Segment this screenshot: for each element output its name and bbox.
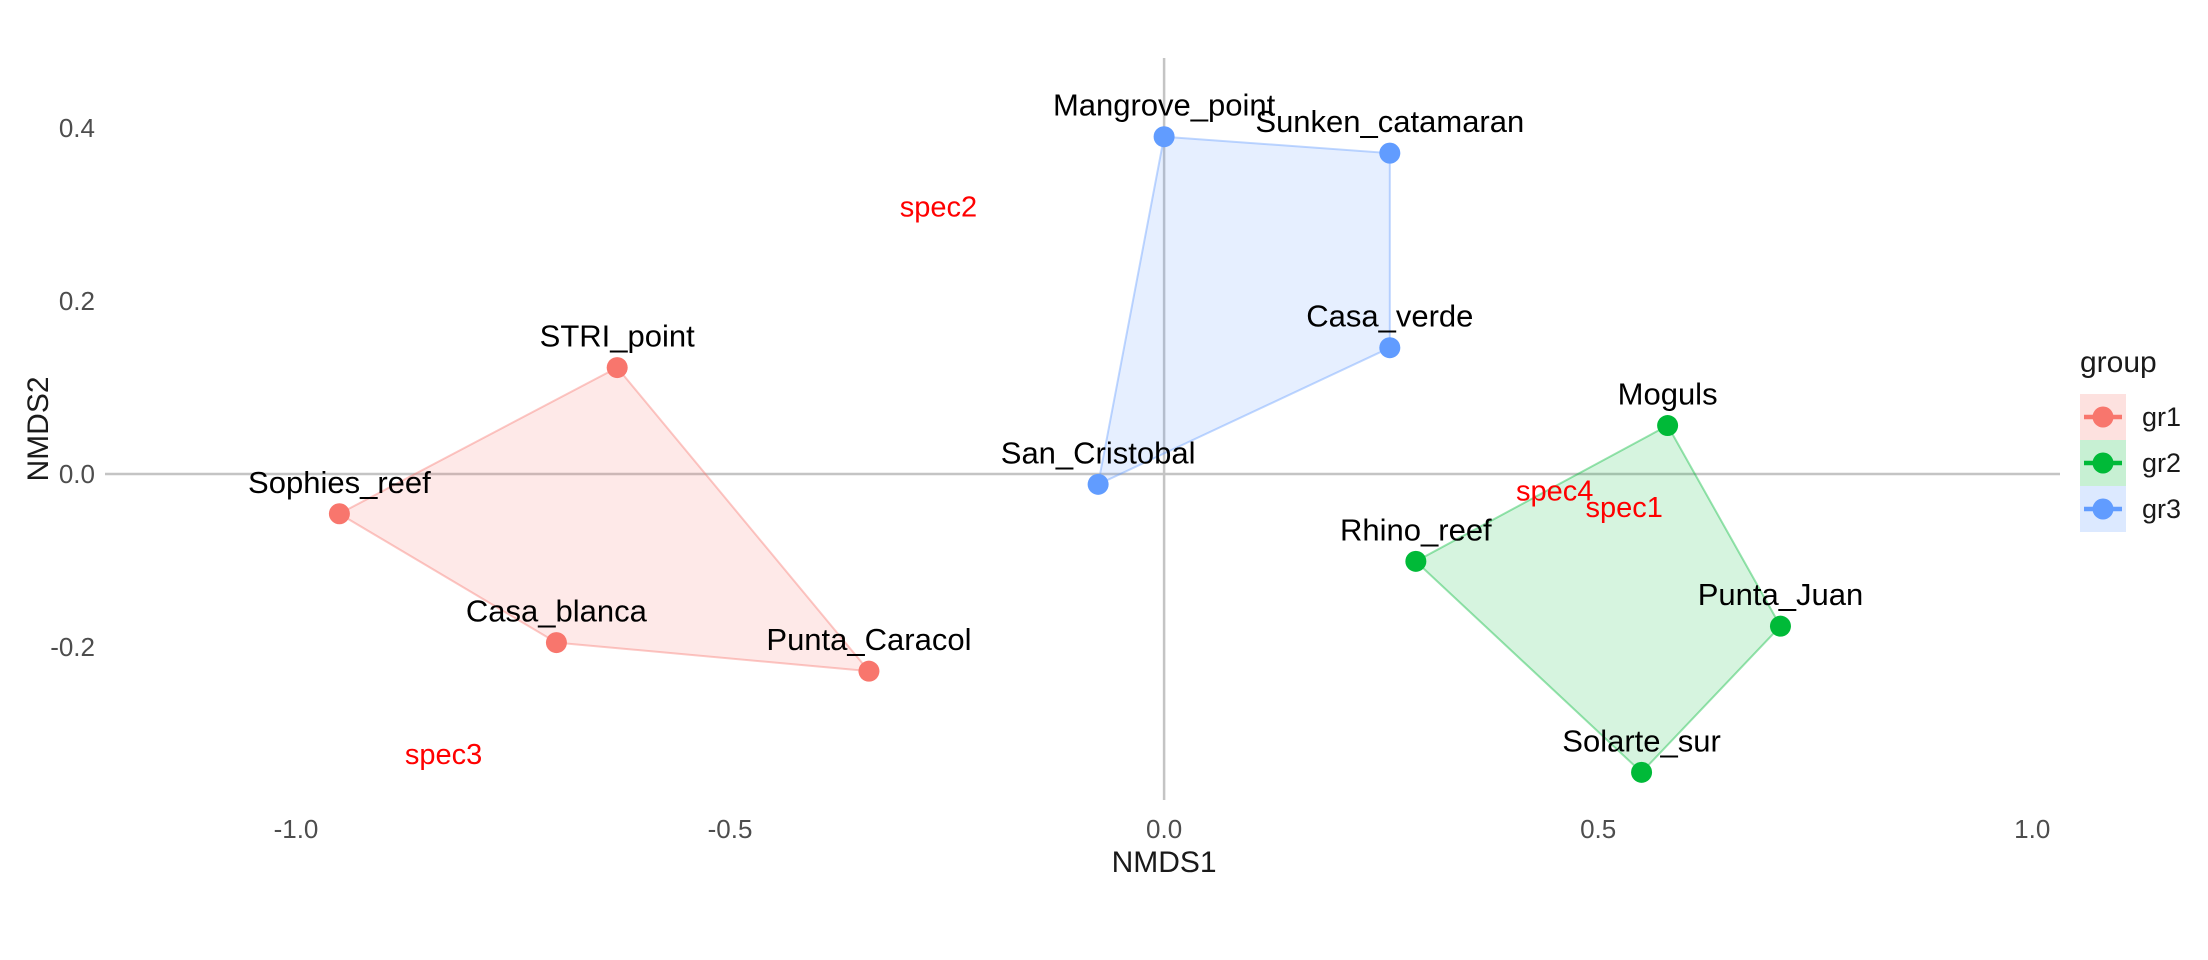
legend-key-gr2-icon — [2080, 440, 2126, 486]
species-label: spec4 — [1516, 475, 1593, 507]
legend-key-point — [2092, 452, 2114, 474]
x-tick-label: -1.0 — [274, 814, 319, 844]
site-label: Mangrove_point — [1053, 88, 1276, 123]
data-point — [858, 660, 880, 682]
legend-title: group — [2080, 346, 2157, 379]
legend-items: gr1 gr2 gr3 — [2080, 394, 2181, 532]
data-point — [1153, 126, 1175, 148]
site-label: Moguls — [1618, 377, 1718, 412]
legend: group gr1 gr2 gr3 — [2080, 346, 2181, 532]
y-tick-label: 0.2 — [59, 286, 95, 316]
data-point — [606, 357, 628, 379]
data-point — [1769, 615, 1791, 637]
legend-key-point — [2092, 406, 2114, 428]
data-point — [1405, 550, 1427, 572]
site-label: Sophies_reef — [248, 465, 431, 500]
species-label: spec1 — [1586, 492, 1663, 524]
data-point — [545, 632, 567, 654]
legend-item-label: gr2 — [2142, 447, 2182, 478]
y-tick-label: 0.0 — [59, 459, 95, 489]
site-label: Punta_Caracol — [766, 622, 971, 657]
species-label: spec2 — [900, 192, 977, 224]
data-point — [328, 503, 350, 525]
data-point — [1657, 415, 1679, 437]
x-tick-label: 1.0 — [2014, 814, 2050, 844]
y-tick-label: -0.2 — [50, 632, 95, 662]
legend-item-label: gr3 — [2142, 493, 2182, 524]
legend-item-gr3: gr3 — [2080, 486, 2181, 532]
site-label: Sunken_catamaran — [1255, 104, 1524, 139]
legend-item-label: gr1 — [2142, 401, 2182, 432]
site-label: Casa_verde — [1306, 299, 1473, 334]
y-tick-label: 0.4 — [59, 113, 95, 143]
site-label: STRI_point — [540, 319, 695, 354]
site-label: Casa_blanca — [466, 594, 648, 629]
legend-key-gr3-icon — [2080, 486, 2126, 532]
site-label: Punta_Juan — [1698, 577, 1863, 612]
site-label: Rhino_reef — [1340, 512, 1492, 547]
x-axis-title: NMDS1 — [1112, 846, 1217, 879]
data-point — [1379, 142, 1401, 164]
site-label: Solarte_sur — [1562, 723, 1721, 758]
site-label: San_Cristobal — [1001, 435, 1196, 470]
legend-key-gr1-icon — [2080, 394, 2126, 440]
y-axis-title: NMDS2 — [22, 376, 55, 481]
data-point — [1087, 473, 1109, 495]
legend-key-point — [2092, 498, 2114, 520]
x-tick-label: 0.5 — [1580, 814, 1616, 844]
x-tick-label: -0.5 — [708, 814, 753, 844]
x-tick-label: 0.0 — [1146, 814, 1182, 844]
species-label: spec3 — [405, 739, 482, 771]
data-point — [1379, 337, 1401, 359]
data-point — [1631, 761, 1653, 783]
legend-item-gr2: gr2 — [2080, 440, 2181, 486]
legend-item-gr1: gr1 — [2080, 394, 2181, 440]
